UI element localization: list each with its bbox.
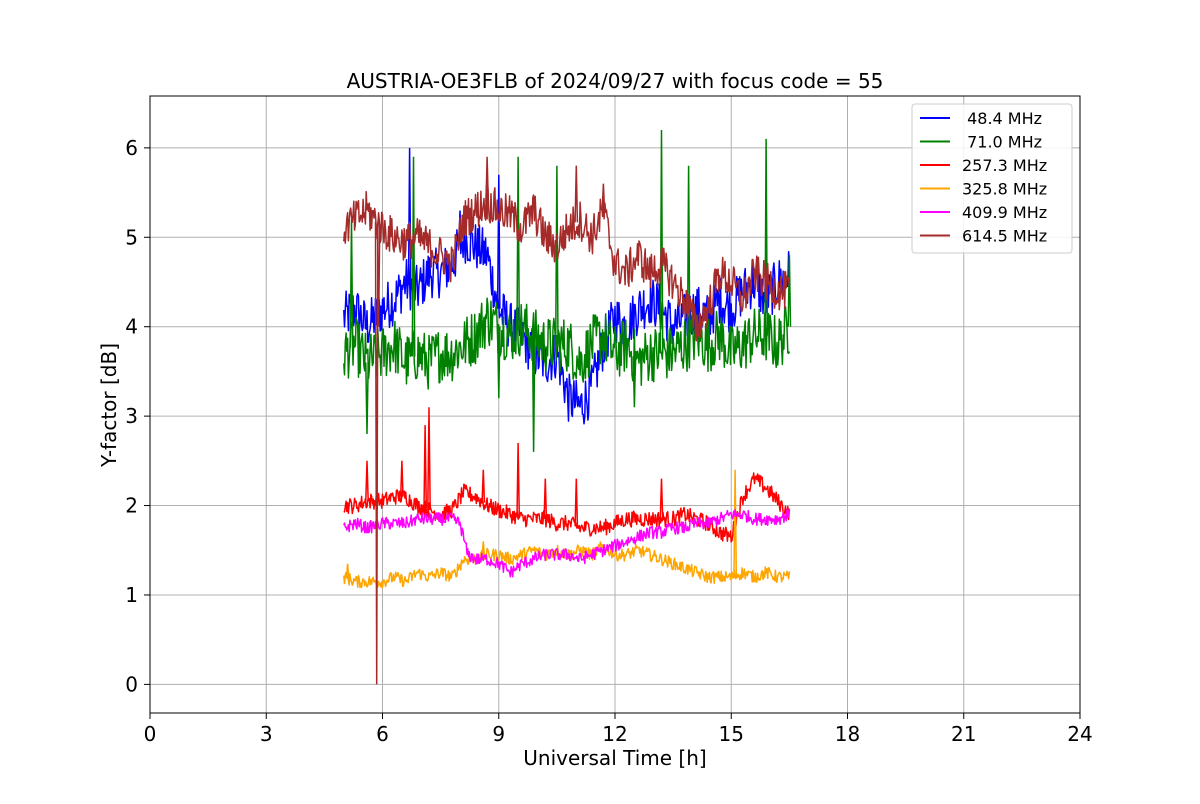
y-axis-label: Y-factor [dB] <box>97 343 121 468</box>
y-tick-label: 2 <box>125 494 138 518</box>
series-spike-2 <box>574 478 579 527</box>
x-tick-label: 6 <box>376 722 389 746</box>
series-spike-1 <box>365 362 369 435</box>
y-tick-label: 3 <box>125 404 138 428</box>
legend-label: 71.0 MHz <box>962 133 1042 152</box>
series-spike-3 <box>733 469 738 576</box>
x-axis-label: Universal Time [h] <box>523 746 706 770</box>
legend-label: 48.4 MHz <box>962 109 1042 128</box>
x-tick-label: 18 <box>835 722 860 746</box>
series-spike-1 <box>686 165 691 342</box>
legend-box <box>911 103 1073 254</box>
series-spike-2 <box>365 460 369 502</box>
series-spike-2 <box>516 442 521 518</box>
series-layer <box>343 129 792 685</box>
series-spike-3 <box>345 563 350 579</box>
series-spike-5 <box>601 183 606 211</box>
legend-label: 614.5 MHz <box>962 227 1047 246</box>
series-spike-5 <box>376 223 381 327</box>
legend: 48.4 MHz 71.0 MHz 257.3 MHz 325.8 MHz 409.9… <box>911 103 1073 254</box>
y-tick-label: 6 <box>125 136 138 160</box>
series-spike-1 <box>496 326 501 399</box>
series-spike-2 <box>481 469 486 503</box>
x-tick-label: 9 <box>492 722 505 746</box>
series-spike-1 <box>632 356 637 408</box>
series-spike-2 <box>399 460 404 497</box>
series-line-1 <box>343 297 791 390</box>
x-tick-label: 12 <box>602 722 627 746</box>
x-tick-label: 0 <box>144 722 157 746</box>
series-line-4 <box>343 508 791 578</box>
series-spike-5 <box>374 221 379 685</box>
y-tick-label: 1 <box>125 583 138 607</box>
x-tick-label: 21 <box>951 722 976 746</box>
series-spike-3 <box>481 541 486 557</box>
legend-label: 257.3 MHz <box>962 156 1047 175</box>
series-spike-1 <box>531 335 536 452</box>
series-spike-2 <box>543 478 548 520</box>
series-spike-2 <box>423 425 428 509</box>
series-spike-1 <box>516 156 521 330</box>
series-line-5 <box>343 185 791 342</box>
series-line-2 <box>343 472 791 543</box>
legend-label: 325.8 MHz <box>962 180 1047 199</box>
y-tick-label: 4 <box>125 315 138 339</box>
y-tick-label: 0 <box>125 672 138 696</box>
series-spike-0 <box>496 174 501 309</box>
series-spike-2 <box>427 407 431 511</box>
y-tick-label: 5 <box>125 225 138 249</box>
x-tick-label: 15 <box>719 722 744 746</box>
chart-title: AUSTRIA-OE3FLB of 2024/09/27 with focus … <box>347 69 884 93</box>
series-spike-1 <box>787 255 792 327</box>
series-spike-1 <box>554 165 559 345</box>
x-tick-label: 3 <box>260 722 273 746</box>
series-spike-2 <box>659 478 664 520</box>
x-tick-label: 24 <box>1067 722 1092 746</box>
legend-label: 409.9 MHz <box>962 203 1047 222</box>
series-spike-5 <box>485 156 490 202</box>
series-spike-1 <box>411 156 416 357</box>
series-spike-5 <box>574 165 579 223</box>
series-line-0 <box>343 217 791 425</box>
